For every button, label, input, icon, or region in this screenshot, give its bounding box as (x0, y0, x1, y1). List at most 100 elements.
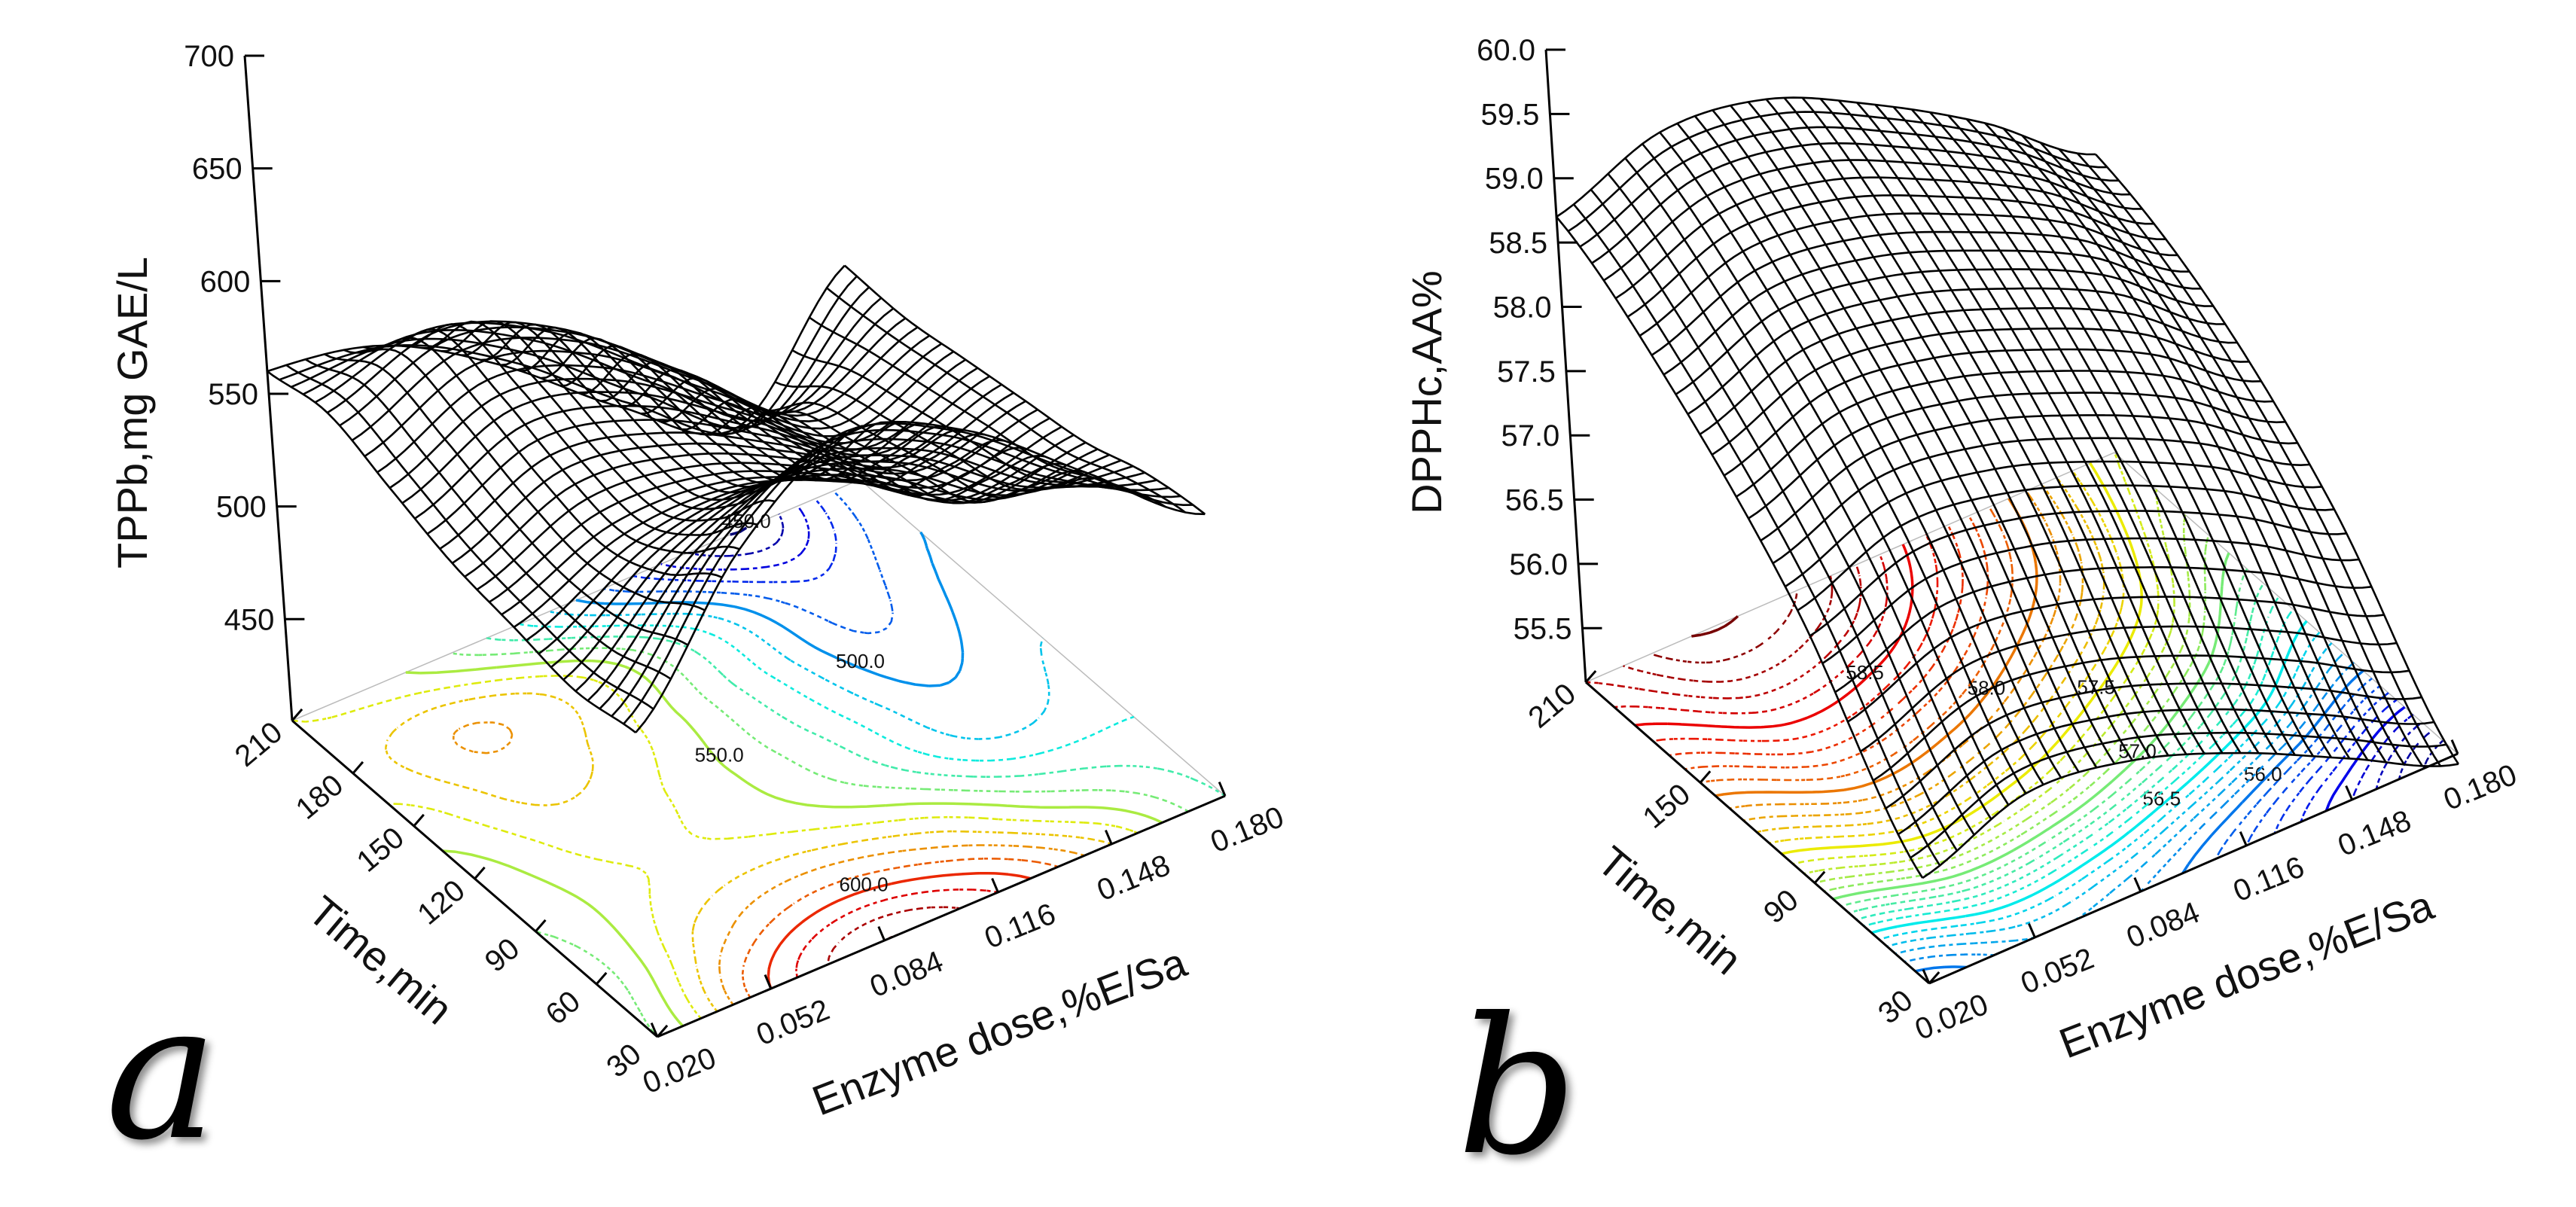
mesh-line (826, 287, 1186, 514)
enzyme-tick-label: 0.148 (2334, 804, 2416, 863)
time-tick-label: 30 (600, 1037, 647, 1084)
mesh-line (303, 297, 883, 422)
enzyme-tick (991, 878, 999, 893)
z-tick-label: 58.0 (1493, 291, 1552, 324)
time-tick (535, 919, 547, 932)
contour-line (1904, 661, 2355, 963)
enzyme-tick-label: 0.052 (752, 993, 834, 1052)
z-tick-label: 59.0 (1485, 163, 1544, 196)
contour-line (1856, 596, 2280, 921)
contour-line (405, 659, 1163, 1027)
enzyme-tick-label: 0.084 (865, 945, 947, 1004)
contour-line (1614, 553, 1889, 715)
z-tick-label: 650 (192, 153, 242, 186)
time-tick (352, 760, 364, 774)
contour-line (291, 675, 1139, 1020)
mesh-line (314, 307, 895, 416)
time-tick (1699, 770, 1712, 784)
time-tick (656, 1024, 669, 1038)
contour-line (1743, 483, 2084, 821)
enzyme-tick (1218, 782, 1227, 797)
contour-line (1803, 489, 2175, 875)
z-tick-label: 57.0 (1501, 419, 1559, 453)
contour-line (384, 692, 1112, 1013)
enzyme-tick (1105, 830, 1113, 845)
enzyme-tick-label: 0.020 (639, 1041, 721, 1100)
enzyme-tick (877, 926, 886, 941)
enzyme-axis-line (657, 794, 1226, 1038)
z-tick-label: 57.5 (1497, 355, 1556, 389)
mesh-line (426, 383, 1002, 535)
base-plane (291, 479, 1227, 1038)
contour-line (741, 858, 1059, 998)
mesh-line (1579, 126, 2119, 248)
z-tick-label: 500 (216, 491, 267, 524)
mesh-line (843, 264, 1206, 515)
z-axis-title: DPPHc,AA% (1403, 270, 1450, 514)
z-axis-line (243, 55, 294, 721)
enzyme-axis-line (1928, 752, 2459, 985)
mesh-line (1591, 142, 2131, 264)
enzyme-tick (2028, 923, 2036, 938)
contour-label: 600.0 (840, 873, 889, 895)
contour-line (1700, 506, 2014, 784)
mesh-line (774, 381, 1126, 491)
panel-label-a: a (105, 962, 218, 1181)
enzyme-tick-label: 0.020 (1910, 988, 1992, 1047)
time-tick-label: 90 (1757, 883, 1804, 930)
enzyme-tick (2450, 739, 2459, 754)
enzyme-axis-title: Enzyme dose,%E/Sa (806, 938, 1193, 1125)
mesh-line (279, 276, 858, 435)
surface-plot-a: 450.0500.0550.0600.045050055060065070030… (108, 40, 1288, 1124)
enzyme-tick-label: 0.084 (2122, 896, 2204, 955)
time-axis-line (1585, 681, 1930, 985)
z-tick-label: 450 (224, 603, 275, 636)
contour-line (1769, 470, 2125, 845)
panel-label-b: b (1457, 977, 1578, 1196)
time-tick-label: 210 (1523, 677, 1582, 735)
surface-mesh (267, 264, 1206, 733)
time-tick (1928, 971, 1940, 984)
enzyme-tick-label: 0.052 (2017, 942, 2099, 1001)
contour-line (1651, 590, 1799, 664)
mesh-line (1711, 328, 2250, 456)
surface-plot-b: 56.056.557.057.558.058.555.556.056.557.0… (1403, 34, 2521, 1067)
contour-label: 500.0 (836, 650, 885, 672)
mesh-line (2076, 152, 2442, 767)
mesh-line (2039, 142, 2405, 765)
enzyme-tick (2239, 831, 2248, 846)
enzyme-tick (1922, 969, 1931, 984)
contour-line (1781, 462, 2143, 855)
contour-line (795, 888, 998, 978)
mesh-line (2021, 134, 2387, 763)
mesh-line (2095, 154, 2459, 765)
mesh-line (1699, 307, 2238, 435)
mesh-line (2058, 148, 2423, 767)
time-axis-title: Time,min (1589, 837, 1751, 984)
mesh-line (1723, 348, 2262, 477)
mesh-line (267, 264, 846, 436)
contour-line (1691, 615, 1739, 638)
time-tick (596, 971, 608, 985)
contour-line (452, 721, 1085, 1006)
z-tick-label: 600 (200, 265, 251, 298)
time-tick (291, 708, 303, 721)
mesh-line (1556, 96, 2096, 218)
enzyme-tick-label: 0.116 (980, 897, 1060, 955)
time-tick-label: 90 (479, 931, 526, 978)
time-tick (1584, 669, 1597, 683)
time-tick (413, 813, 425, 827)
time-tick-label: 180 (290, 768, 349, 826)
enzyme-tick (650, 1023, 659, 1038)
z-tick-label: 58.5 (1489, 227, 1547, 260)
time-tick (1813, 870, 1826, 884)
mesh-line (1603, 159, 2142, 282)
contour-line (1864, 608, 2294, 928)
z-tick-label: 700 (184, 40, 234, 73)
contour-line (1729, 490, 2062, 809)
contour-line (486, 636, 1226, 797)
enzyme-tick-label: 0.148 (1093, 849, 1175, 907)
contour-line (602, 490, 894, 635)
